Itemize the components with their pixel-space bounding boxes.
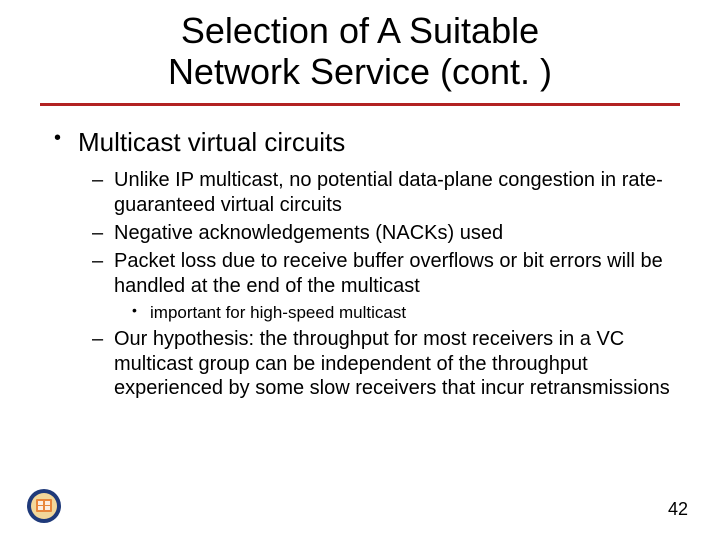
title-line-2: Network Service (cont. ) — [168, 51, 552, 92]
slide-title: Selection of A Suitable Network Service … — [0, 0, 720, 99]
title-line-1: Selection of A Suitable — [181, 10, 539, 51]
bullet-level2: Our hypothesis: the throughput for most … — [50, 327, 670, 400]
bullet-level2: Negative acknowledgements (NACKs) used — [50, 221, 670, 245]
content-area: Multicast virtual circuits Unlike IP mul… — [0, 106, 720, 401]
bullet-level2: Unlike IP multicast, no potential data-p… — [50, 168, 670, 217]
bullet-level2: Packet loss due to receive buffer overfl… — [50, 249, 670, 298]
slide: Selection of A Suitable Network Service … — [0, 0, 720, 540]
logo-icon — [26, 488, 62, 524]
bullet-level3: important for high-speed multicast — [50, 302, 670, 323]
bullet-level1: Multicast virtual circuits — [50, 126, 670, 159]
page-number: 42 — [668, 499, 688, 520]
